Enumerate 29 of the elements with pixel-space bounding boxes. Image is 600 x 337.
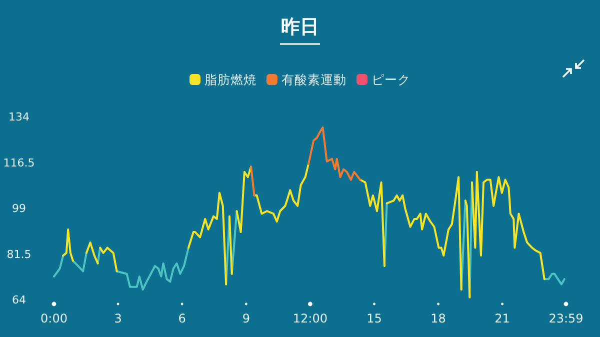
- legend-label: 有酸素運動: [282, 72, 346, 87]
- line-series: [187, 192, 228, 286]
- line-series: [85, 241, 99, 264]
- legend-label: ピーク: [372, 72, 410, 87]
- line-series: [72, 252, 88, 272]
- y-tick-label: 116.5: [3, 156, 35, 170]
- x-tick-label: 12:00: [292, 312, 328, 326]
- line-series: [471, 170, 546, 280]
- x-tick-label: 21: [494, 312, 510, 326]
- x-tick-label: 0:00: [40, 312, 68, 326]
- y-tick-label: 64: [12, 294, 26, 307]
- chart-title: 昨日: [281, 16, 319, 38]
- line-series: [359, 178, 386, 268]
- legend-label: 脂肪燃焼: [204, 72, 256, 87]
- x-tick-label: 3: [114, 312, 122, 326]
- y-tick-label: 81.5: [6, 248, 32, 261]
- x-tick-label: 15: [366, 312, 382, 326]
- line-series: [386, 176, 462, 291]
- x-tick-label: 23:59: [548, 312, 584, 326]
- line-series: [253, 163, 310, 223]
- line-series: [307, 126, 362, 181]
- y-tick-label: 99: [12, 202, 26, 216]
- x-tick-label: 6: [178, 312, 186, 326]
- y-tick-label: 134: [8, 110, 30, 124]
- line-series: [236, 166, 252, 234]
- line-series: [62, 228, 74, 262]
- line-series: [116, 246, 190, 291]
- x-tick-label: 18: [430, 312, 446, 326]
- x-tick-label: 9: [242, 312, 250, 326]
